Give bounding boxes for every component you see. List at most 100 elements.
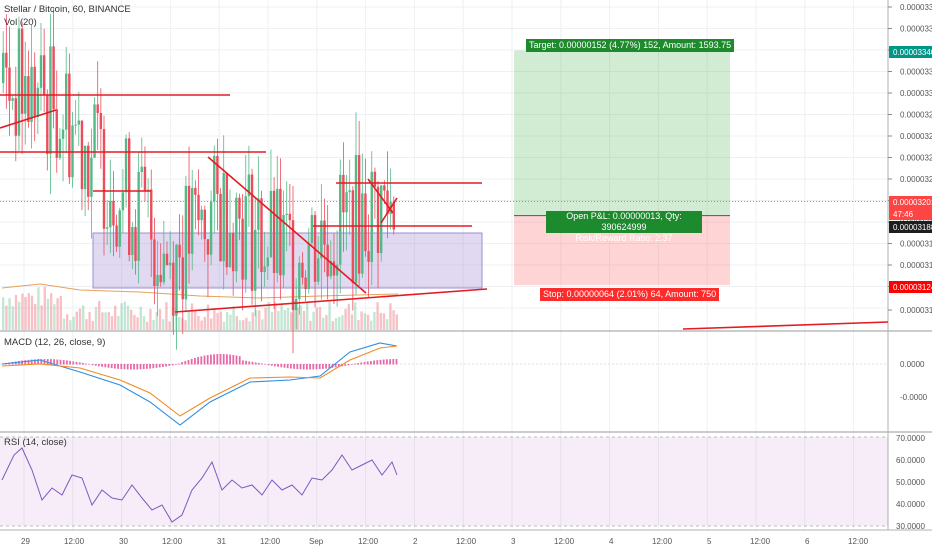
price-tick-label: 0.00003260 — [900, 132, 932, 141]
macd-hist-bar — [312, 364, 315, 370]
macd-hist-bar — [318, 364, 321, 370]
candle-body — [99, 112, 103, 130]
volume-bar — [363, 313, 366, 330]
macd-hist-bar — [379, 359, 382, 365]
candle-body — [301, 262, 304, 278]
macd-hist-bar — [245, 360, 247, 365]
volume-bar — [114, 305, 117, 330]
price-tick-label: 0.00003102 — [900, 306, 932, 315]
candle-body — [118, 210, 121, 247]
macd-hist-bar — [126, 364, 129, 370]
candlesticks — [2, 8, 395, 354]
volume-bar — [222, 321, 226, 330]
volume-bar — [91, 320, 94, 330]
volume-bar — [101, 312, 104, 330]
time-tick-label: 3 — [511, 537, 516, 546]
candle-body — [257, 198, 260, 230]
chart-title: Stellar / Bitcoin, 60, BINANCE — [4, 4, 131, 15]
macd-hist-bar — [120, 364, 123, 370]
candle-body — [42, 55, 46, 96]
candle-body — [260, 198, 263, 273]
price-badge — [889, 196, 932, 208]
macd-hist-bar — [267, 364, 270, 366]
macd-hist-bar — [280, 364, 283, 368]
macd-hist-bar — [158, 364, 161, 368]
candle-body — [329, 261, 332, 277]
candle-body — [175, 244, 178, 316]
volume-bar — [261, 319, 264, 330]
volume-bar — [395, 314, 398, 330]
volume-bar — [43, 286, 46, 330]
volume-bar — [331, 321, 334, 330]
candle-body — [61, 129, 65, 139]
candle-body — [241, 218, 244, 280]
volume-bar — [318, 307, 322, 330]
candle-body — [146, 189, 150, 191]
candle-body — [203, 209, 206, 240]
time-tick-label: 31 — [217, 537, 226, 546]
macd-hist-bar — [152, 364, 155, 369]
macd-hist-bar — [62, 360, 65, 365]
candle-body — [194, 187, 197, 195]
macd-hist-bar — [334, 364, 337, 368]
volume-bar — [328, 300, 331, 330]
time-tick-label: 12:00 — [162, 537, 183, 546]
volume-bar — [139, 306, 142, 330]
target-label[interactable]: Target: 0.00000152 (4.77%) 152, Amount: … — [526, 39, 735, 52]
price-tick-label: 0.00003320 — [900, 68, 932, 77]
volume-bar — [344, 308, 347, 330]
macd-hist-bar — [315, 364, 318, 370]
candle-body — [367, 251, 370, 262]
candle-body — [39, 55, 43, 88]
macd-hist-bar — [206, 355, 209, 365]
candle-body — [109, 200, 112, 228]
grid-lines — [0, 0, 888, 530]
candle-body — [370, 171, 373, 262]
volume-bar — [235, 316, 238, 330]
volume-bar — [30, 295, 34, 330]
candle-body — [209, 201, 213, 255]
volume-bar — [226, 312, 229, 330]
trendline — [367, 178, 394, 214]
volume-bar — [306, 302, 309, 330]
price-badge-text: 0.00003124 — [893, 283, 932, 292]
volume-bar — [270, 311, 274, 330]
volume-bar — [136, 317, 139, 330]
candle-body — [291, 220, 295, 311]
macd-hist-bar — [347, 364, 350, 366]
rsi-axis-label: 70.0000 — [896, 434, 925, 443]
macd-hist-bar — [200, 356, 203, 365]
price-tick-label: 0.00003160 — [900, 240, 932, 249]
volume-bar — [155, 311, 158, 330]
candle-body — [304, 277, 307, 290]
macd-hist-bar — [386, 359, 388, 365]
volume-bar — [75, 311, 78, 330]
candle-body — [380, 185, 383, 253]
candle-body — [244, 196, 247, 280]
price-badge-text: 0.00003188 — [893, 223, 932, 232]
candle-body — [250, 174, 254, 291]
macd-hist-bar — [27, 359, 30, 365]
volume-bar — [341, 315, 344, 330]
stop-label[interactable]: Stop: 0.00000064 (2.01%) 64, Amount: 750 — [540, 288, 720, 301]
price-badge — [889, 221, 932, 233]
time-tick-label: 12:00 — [358, 537, 379, 546]
candle-body — [222, 173, 225, 262]
candle-body — [33, 66, 36, 117]
candle-body — [317, 258, 320, 282]
candle-body — [165, 253, 169, 266]
trendline — [0, 109, 57, 129]
candle-body — [269, 190, 273, 258]
open-pl-box[interactable]: Open P&L: 0.00000013, Qty: 390624999 Ris… — [546, 211, 702, 243]
macd-line — [1, 342, 398, 426]
price-badge — [889, 281, 932, 293]
candle-body — [52, 46, 55, 110]
time-tick-label: 4 — [609, 537, 614, 546]
candle-body — [332, 261, 336, 276]
candle-body — [68, 73, 71, 178]
volume-bars — [2, 286, 398, 330]
candle-body — [58, 138, 62, 158]
time-tick-label: 12:00 — [554, 537, 575, 546]
candle-body — [216, 155, 219, 194]
